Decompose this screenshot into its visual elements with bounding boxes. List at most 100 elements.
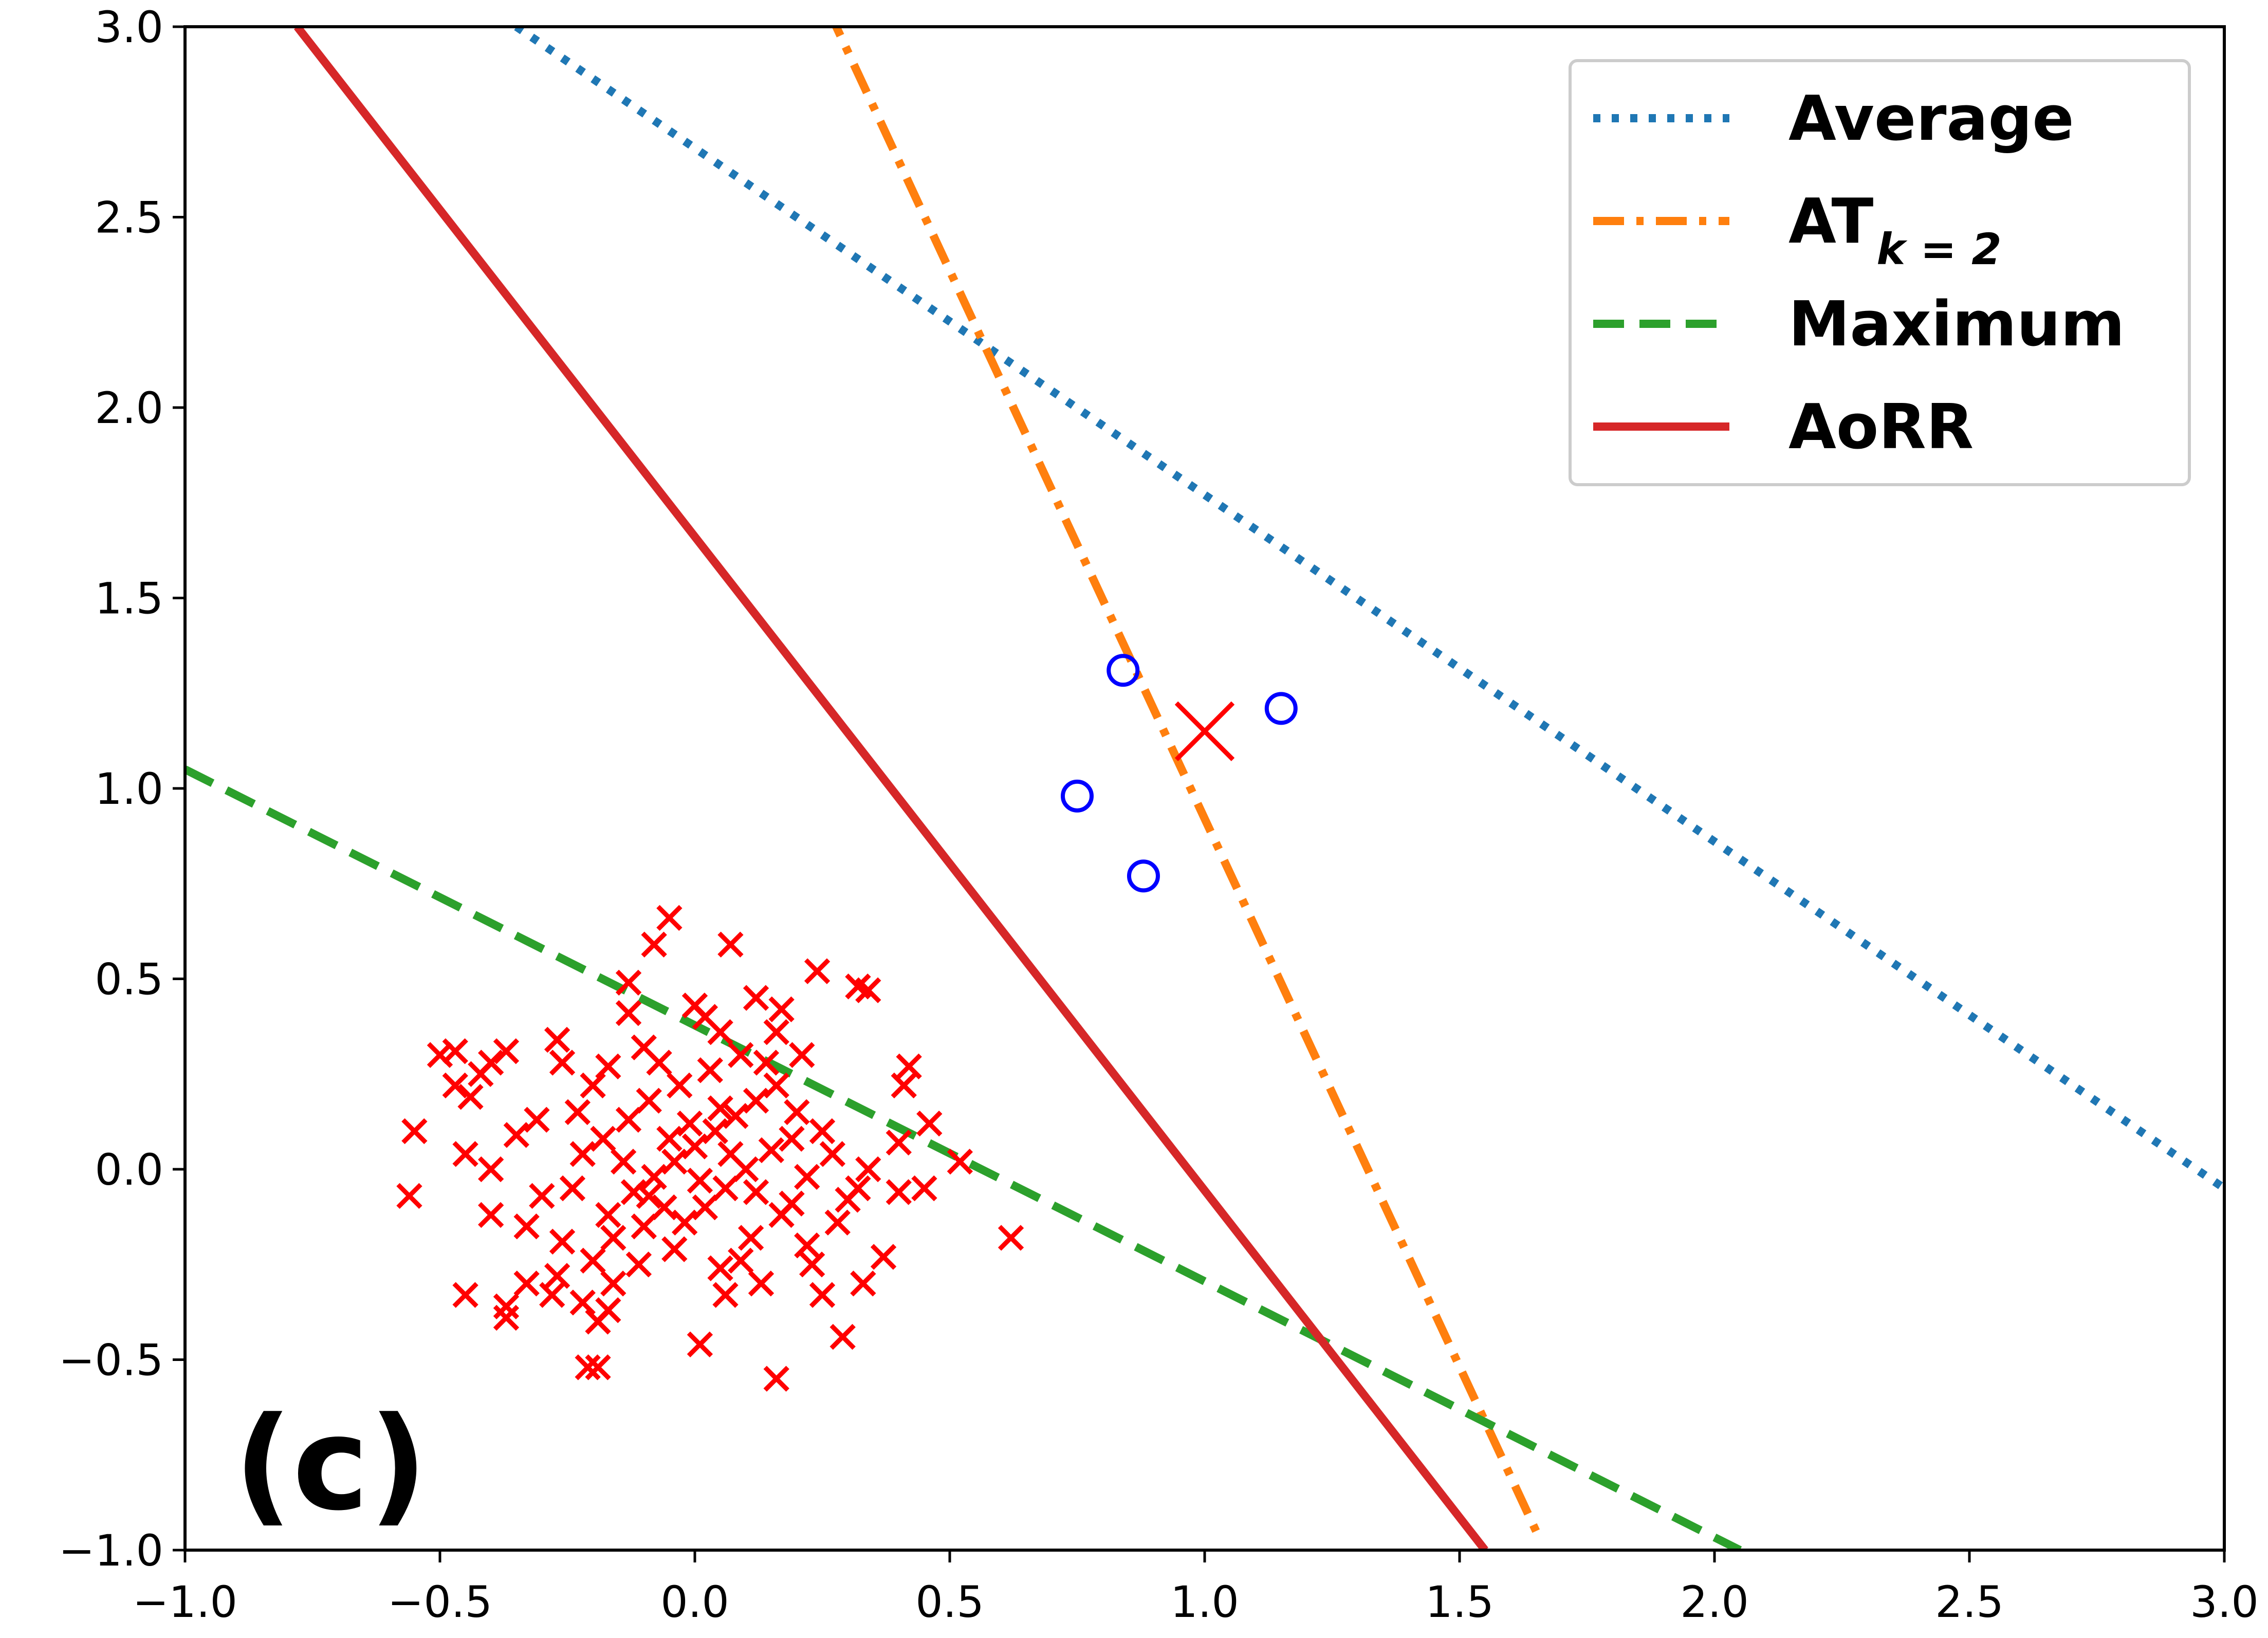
positive-point-0	[1107, 654, 1140, 687]
negative-point-51	[575, 1354, 601, 1381]
y-tick-label-1: −0.5	[59, 1335, 163, 1386]
negative-point-99	[667, 1072, 693, 1099]
negative-point-69	[824, 1209, 851, 1236]
negative-point-57	[809, 1282, 836, 1308]
negative-point-28	[646, 1050, 672, 1076]
negative-point-105	[656, 1126, 683, 1152]
negative-point-0	[656, 905, 683, 931]
negative-point-83	[743, 1088, 769, 1114]
negative-point-104	[707, 1095, 733, 1121]
negative-point-95	[569, 1141, 596, 1167]
negative-point-20	[743, 985, 769, 1011]
negative-point-22	[763, 1019, 789, 1045]
negative-point-55	[748, 1271, 775, 1297]
negative-point-58	[799, 1251, 825, 1278]
negative-point-62	[911, 1175, 937, 1202]
negative-point-63	[886, 1179, 912, 1205]
negative-point-102	[753, 1050, 780, 1076]
negative-point-74	[661, 1236, 688, 1262]
negative-point-66	[886, 1129, 912, 1156]
negative-point-13	[544, 1026, 570, 1053]
negative-point-119	[728, 1247, 754, 1274]
negative-point-54	[712, 1282, 739, 1308]
negative-point-86	[809, 1118, 836, 1145]
negative-point-92	[651, 1194, 677, 1221]
negative-point-59	[829, 1323, 856, 1350]
positive-points	[1061, 654, 1298, 893]
x-tick-label-5: 1.5	[1425, 1577, 1494, 1627]
negative-point-116	[625, 1251, 652, 1278]
outlier-point-group	[1174, 701, 1235, 762]
negative-point-25	[891, 1072, 917, 1099]
negative-point-44	[539, 1282, 565, 1308]
legend-entry-average: Average	[1593, 83, 2074, 155]
negative-point-118	[600, 1225, 626, 1251]
negative-point-36	[396, 1183, 422, 1209]
x-tick-label-8: 3.0	[2190, 1577, 2259, 1627]
negative-point-21	[768, 996, 795, 1022]
negative-point-39	[513, 1213, 540, 1240]
x-tick-label-4: 1.0	[1170, 1577, 1239, 1627]
x-tick-label-7: 2.5	[1935, 1577, 2004, 1627]
x-tick-label-2: 0.0	[660, 1577, 729, 1627]
x-tick-label-6: 2.0	[1680, 1577, 1749, 1627]
panel-label: (c)	[234, 1389, 428, 1539]
negative-point-94	[590, 1126, 616, 1152]
negative-point-3	[804, 958, 831, 984]
negative-point-48	[493, 1304, 520, 1331]
legend-entry-maximum: Maximum	[1593, 289, 2125, 360]
negative-point-107	[636, 1183, 662, 1209]
negative-point-90	[692, 1194, 718, 1221]
negative-point-72	[737, 1225, 764, 1251]
negative-point-14	[549, 1050, 576, 1076]
negative-point-41	[580, 1247, 606, 1274]
x-tick-label-1: −0.5	[388, 1577, 492, 1627]
negative-point-101	[728, 1042, 754, 1068]
positive-point-3	[1127, 859, 1160, 893]
negative-point-75	[631, 1213, 657, 1240]
y-tick-label-5: 1.5	[95, 574, 163, 624]
negative-point-7	[427, 1042, 453, 1068]
negative-point-52	[585, 1354, 611, 1381]
negative-point-32	[503, 1122, 529, 1148]
legend-entry-aorr: AoRR	[1593, 392, 1974, 463]
negative-point-38	[529, 1183, 555, 1209]
negative-point-67	[855, 1156, 881, 1183]
positive-point-2	[1061, 779, 1094, 813]
y-tick-label-4: 1.0	[95, 764, 163, 814]
negative-point-70	[794, 1232, 820, 1259]
line-average	[514, 27, 2224, 1192]
outlier-point	[1174, 701, 1235, 762]
negative-point-61	[870, 1244, 897, 1270]
negative-points	[396, 905, 1024, 1392]
negative-point-103	[676, 1110, 703, 1137]
y-axis: −1.0 −0.5 0.0 0.5 1.0 1.5 2.0 2.5 3.0	[59, 2, 185, 1576]
negative-point-29	[580, 1072, 606, 1099]
series-lines	[185, 27, 2224, 1550]
negative-point-117	[779, 1126, 805, 1152]
negative-point-65	[916, 1110, 943, 1137]
negative-point-114	[998, 1225, 1024, 1251]
negative-point-40	[549, 1228, 576, 1255]
negative-point-42	[600, 1271, 626, 1297]
negative-point-17	[615, 969, 642, 996]
negative-point-6	[442, 1038, 468, 1064]
negative-point-78	[641, 1164, 667, 1190]
negative-point-50	[595, 1297, 621, 1323]
negative-point-108	[717, 1141, 744, 1167]
legend-box	[1569, 59, 2191, 486]
x-tick-label-3: 0.5	[915, 1577, 984, 1627]
negative-point-56	[763, 1366, 789, 1392]
negative-point-5	[855, 977, 881, 1003]
line-aorr	[293, 27, 1488, 1550]
x-axis: −1.0 −0.5 0.0 0.5 1.0 1.5 2.0 2.5 3.0	[133, 1550, 2259, 1627]
negative-point-60	[850, 1271, 876, 1297]
line-at-k-2	[832, 27, 1540, 1533]
negative-point-85	[784, 1099, 810, 1126]
negative-point-16	[615, 1000, 642, 1026]
x-tick-label-0: −1.0	[133, 1577, 237, 1627]
negative-point-23	[789, 1042, 815, 1068]
negative-point-79	[661, 1148, 688, 1175]
